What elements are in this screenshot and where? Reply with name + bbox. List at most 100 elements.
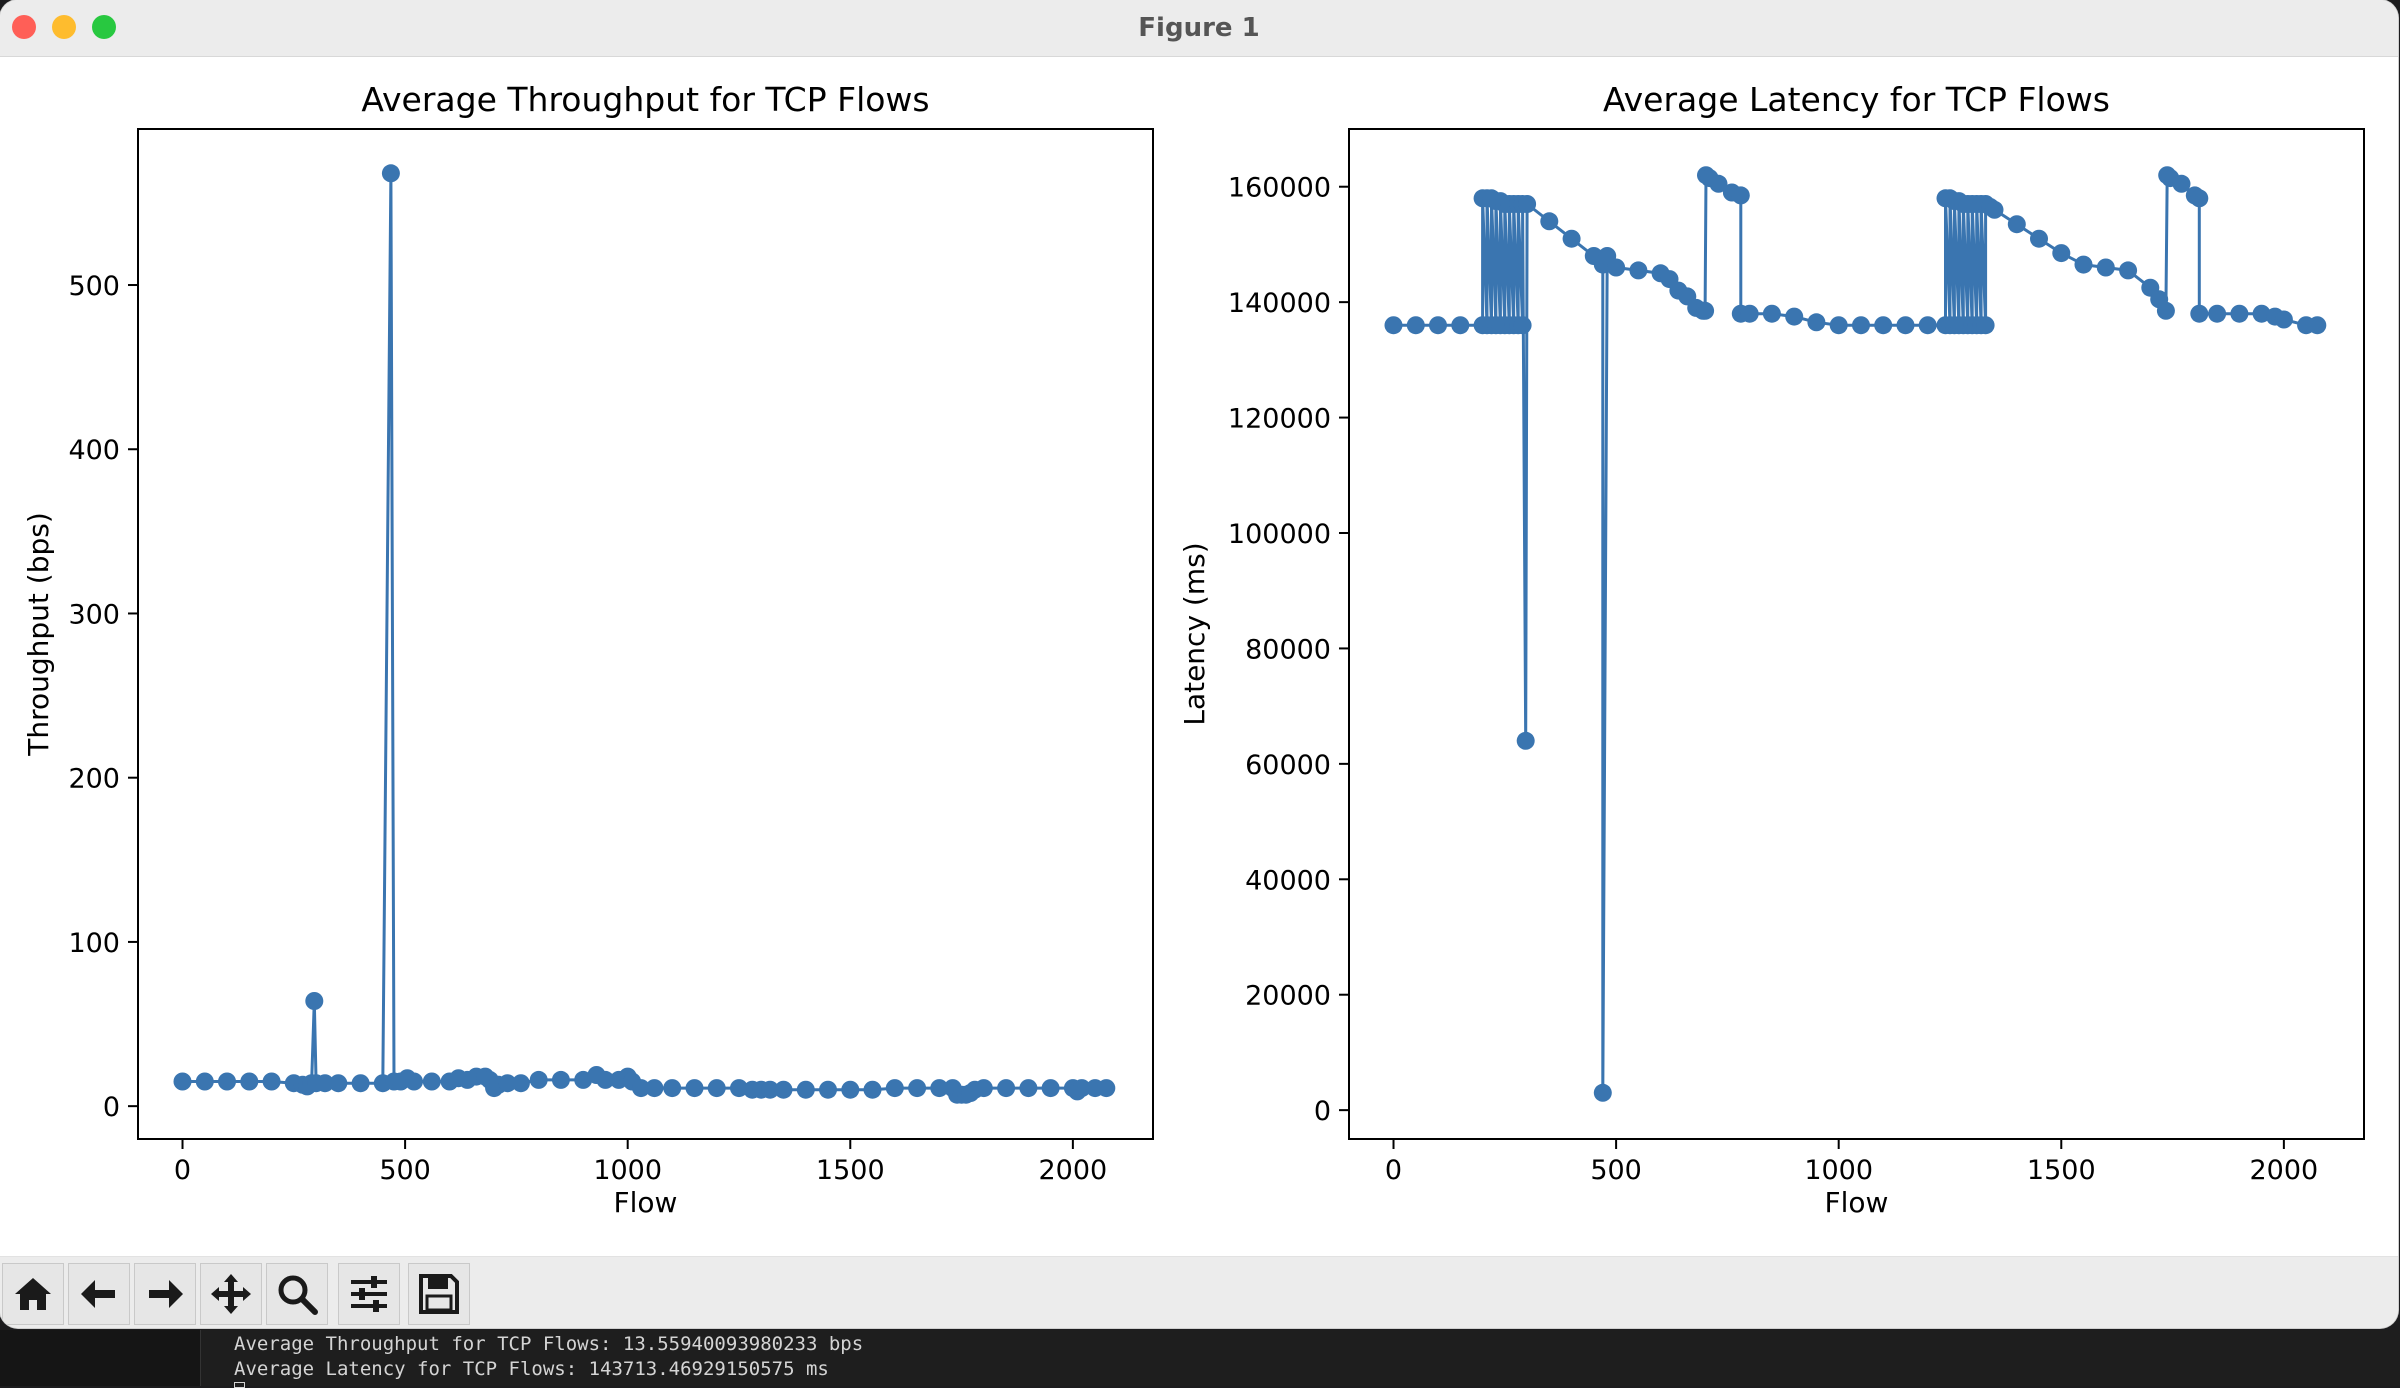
- data-point: [2030, 229, 2048, 248]
- data-point: [1709, 174, 1728, 193]
- data-point: [774, 1080, 793, 1099]
- data-point: [2119, 261, 2138, 280]
- data-point: [685, 1079, 704, 1098]
- chart-title: Average Throughput for TCP Flows: [361, 80, 929, 119]
- series-line: [1393, 173, 2318, 1095]
- y-tick-label: 120000: [1228, 404, 1331, 435]
- close-window-button[interactable]: [12, 15, 36, 39]
- data-point: [2190, 189, 2209, 208]
- y-tick-label: 0: [103, 1092, 120, 1123]
- home-icon: [15, 1278, 51, 1310]
- data-point: [1629, 261, 1648, 280]
- throughput-chart: Average Throughput for TCP Flows Flow Thro…: [22, 80, 1154, 1219]
- data-point: [632, 1079, 650, 1098]
- minimize-window-button[interactable]: [52, 15, 76, 39]
- data-point: [707, 1079, 726, 1098]
- x-tick-label: 1000: [593, 1155, 662, 1186]
- data-point: [195, 1072, 214, 1091]
- data-point: [498, 1074, 517, 1093]
- home-button[interactable]: [2, 1263, 64, 1325]
- save-button[interactable]: [408, 1263, 470, 1325]
- navigation-toolbar: [0, 1256, 2398, 1328]
- axes-frame: [1348, 128, 2365, 1140]
- data-point: [1593, 1083, 1612, 1102]
- floppy-disk-icon: [419, 1274, 459, 1314]
- data-point: [596, 1070, 615, 1089]
- terminal-gutter: [0, 1330, 201, 1386]
- data-point: [930, 1079, 949, 1098]
- data-point: [761, 1080, 780, 1099]
- data-point: [381, 164, 400, 183]
- y-tick-label: 300: [68, 599, 120, 630]
- data-point: [1807, 313, 1826, 332]
- y-tick-label: 500: [68, 271, 120, 302]
- configure-subplots-button[interactable]: [338, 1263, 400, 1325]
- data-point: [1985, 200, 2004, 219]
- terminal-line-throughput: Average Throughput for TCP Flows: 13.559…: [234, 1333, 864, 1355]
- terminal-line-latency: Average Latency for TCP Flows: 143713.46…: [234, 1358, 829, 1380]
- zoom-window-button[interactable]: [92, 15, 116, 39]
- data-point: [1041, 1079, 1060, 1098]
- data-point: [1696, 301, 1715, 320]
- terminal-output: Average Throughput for TCP Flows: 13.559…: [0, 1330, 2400, 1388]
- y-tick-label: 0: [1314, 1096, 1331, 1127]
- data-point: [1429, 316, 1447, 335]
- data-point: [351, 1074, 370, 1093]
- y-tick-label: 40000: [1245, 865, 1331, 896]
- terminal-cursor: [234, 1382, 245, 1388]
- data-point: [1451, 316, 1470, 335]
- data-point: [1607, 258, 1626, 277]
- y-tick-label: 20000: [1245, 981, 1331, 1012]
- x-tick-label: 0: [1385, 1155, 1402, 1186]
- data-point: [529, 1070, 548, 1089]
- data-point: [663, 1079, 682, 1098]
- back-button[interactable]: [68, 1263, 130, 1325]
- x-tick-label: 2000: [2250, 1155, 2319, 1186]
- data-point: [1852, 316, 1870, 335]
- data-point: [551, 1070, 570, 1089]
- y-tick-label: 100000: [1228, 519, 1331, 550]
- data-point: [218, 1072, 236, 1091]
- data-point: [1019, 1079, 1038, 1098]
- data-point: [2096, 258, 2115, 277]
- x-tick-label: 2000: [1039, 1155, 1108, 1186]
- data-point: [796, 1080, 815, 1099]
- data-point: [173, 1072, 192, 1091]
- data-point: [819, 1080, 837, 1099]
- zoom-button[interactable]: [266, 1263, 328, 1325]
- data-point: [1513, 316, 1532, 335]
- data-point: [2074, 255, 2093, 274]
- data-point: [2252, 304, 2271, 323]
- y-tick-label: 60000: [1245, 750, 1331, 781]
- data-point: [645, 1079, 664, 1098]
- x-tick-label: 500: [379, 1155, 431, 1186]
- data-point: [2156, 301, 2175, 320]
- data-point: [1731, 186, 1750, 205]
- data-point: [262, 1072, 281, 1091]
- x-axis-label: Flow: [1825, 1186, 1889, 1219]
- chart-title: Average Latency for TCP Flows: [1603, 80, 2110, 119]
- data-point: [863, 1080, 882, 1099]
- data-point: [422, 1072, 441, 1091]
- data-point: [885, 1079, 904, 1098]
- data-point: [1874, 316, 1893, 335]
- forward-button[interactable]: [134, 1263, 196, 1325]
- data-point: [1976, 316, 1995, 335]
- y-tick-label: 100: [68, 928, 120, 959]
- data-point: [974, 1079, 993, 1098]
- latency-chart: Average Latency for TCP Flows Flow Latency…: [1178, 80, 2365, 1219]
- data-point: [511, 1074, 530, 1093]
- y-tick-label: 200: [68, 764, 120, 795]
- axes-frame: [137, 128, 1154, 1140]
- data-point: [316, 1074, 334, 1093]
- pan-button[interactable]: [200, 1263, 262, 1325]
- arrow-right-icon: [149, 1280, 183, 1308]
- data-point: [1762, 304, 1781, 323]
- matplotlib-figure[interactable]: Average Throughput for TCP Flows Flow Thro…: [0, 56, 2398, 1256]
- arrow-left-icon: [81, 1280, 115, 1308]
- data-point: [240, 1072, 259, 1091]
- data-point: [1518, 195, 1537, 213]
- data-point: [841, 1080, 860, 1099]
- series-line: [182, 171, 1107, 1097]
- data-point: [329, 1074, 348, 1093]
